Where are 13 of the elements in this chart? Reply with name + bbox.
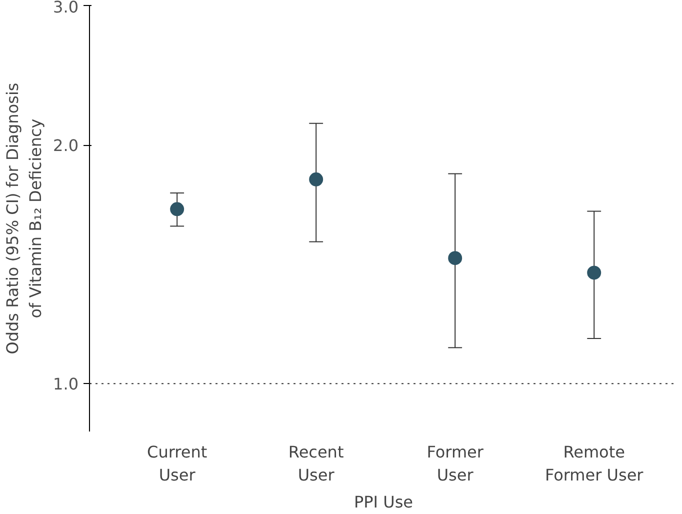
x-tick-label: Recent User (288, 442, 344, 484)
point (448, 251, 462, 266)
y-tick-label: 3.0 (53, 0, 79, 16)
y-axis-title: Odds Ratio (95% CI) for Diagnosis of Vitamin B₁₂ Deficiency (3, 82, 46, 354)
x-tick-label: Former User (426, 442, 484, 484)
point (587, 266, 602, 280)
y-tick-label: 2.0 (53, 136, 79, 156)
x-axis-title: PPI Use (354, 492, 414, 512)
point (309, 172, 324, 186)
x-tick-label: Current User (147, 442, 208, 484)
x-tick-label: Remote Former User (544, 442, 644, 484)
y-tick-label: 1.0 (53, 374, 79, 394)
point (170, 202, 184, 216)
